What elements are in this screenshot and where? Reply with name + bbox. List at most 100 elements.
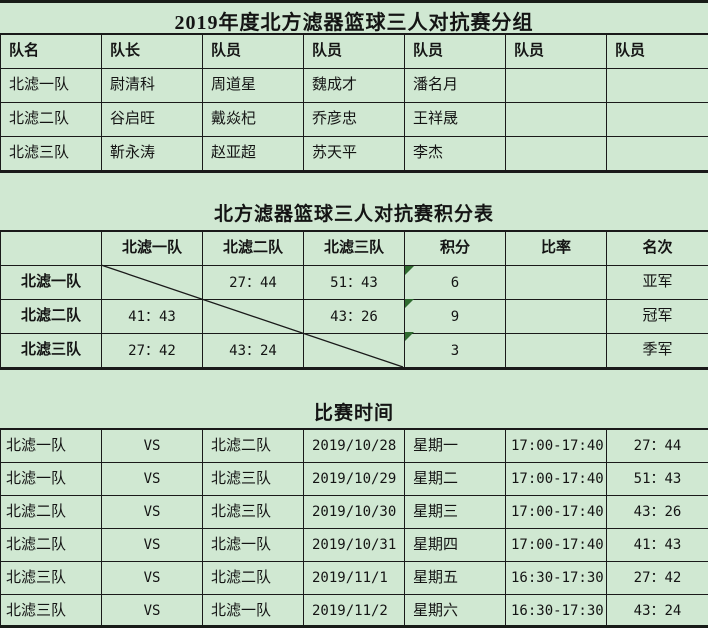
schedule-row: 北滤二队 VS 北滤一队 2019/10/31 星期四 17:00-17:40 … xyxy=(0,528,708,562)
points-title: 北方滤器篮球三人对抗赛积分表 xyxy=(213,204,494,225)
schedule-row: 北滤三队 VS 北滤二队 2019/11/1 星期五 16:30-17:30 2… xyxy=(0,561,708,595)
home-team-cell: 北滤三队 xyxy=(0,561,102,595)
ratio-cell xyxy=(505,299,607,334)
result-cell: 43：26 xyxy=(606,495,708,529)
team-label-cell: 北滤二队 xyxy=(0,299,102,334)
schedule-row: 北滤三队 VS 北滤一队 2019/11/2 星期六 16:30-17:30 4… xyxy=(0,594,708,628)
player-cell xyxy=(505,136,607,172)
captain-cell: 谷启旺 xyxy=(101,102,203,137)
home-team-cell: 北滤一队 xyxy=(0,428,102,463)
away-team-cell: 北滤三队 xyxy=(202,495,304,529)
vs-cell: VS xyxy=(101,495,203,529)
away-team-cell: 北滤一队 xyxy=(202,528,304,562)
time-cell: 17:00-17:40 xyxy=(505,495,607,529)
player-cell: 李杰 xyxy=(404,136,506,172)
points-row: 北滤一队 27：44 51：43 6 亚军 xyxy=(0,265,708,300)
captain-cell: 尉清科 xyxy=(101,68,203,103)
player-cell: 苏天平 xyxy=(303,136,405,172)
date-cell: 2019/10/28 xyxy=(303,428,405,463)
home-team-cell: 北滤二队 xyxy=(0,528,102,562)
player-cell xyxy=(505,102,607,137)
score-cell xyxy=(303,333,405,369)
result-cell: 51：43 xyxy=(606,462,708,496)
player-cell: 乔彦忠 xyxy=(303,102,405,137)
player-cell xyxy=(505,68,607,103)
time-cell: 16:30-17:30 xyxy=(505,561,607,595)
grouping-row: 北滤一队 尉清科 周道星 魏成才 潘名月 xyxy=(0,68,708,103)
player-cell: 戴焱杞 xyxy=(202,102,304,137)
grouping-header-cell: 队员 xyxy=(505,33,607,69)
result-cell: 27：44 xyxy=(606,428,708,463)
away-team-cell: 北滤一队 xyxy=(202,594,304,628)
score-cell: 51：43 xyxy=(303,265,405,300)
score-cell xyxy=(202,299,304,334)
points-table: 北滤一队 北滤二队 北滤三队 积分 比率 名次 北滤一队 27：44 51：43… xyxy=(0,230,708,370)
player-cell xyxy=(606,68,708,103)
rank-cell: 亚军 xyxy=(606,265,708,300)
vs-cell: VS xyxy=(101,462,203,496)
away-team-cell: 北滤三队 xyxy=(202,462,304,496)
grouping-header-cell: 队员 xyxy=(202,33,304,69)
points-cell: 9 xyxy=(404,299,506,334)
points-header-cell: 比率 xyxy=(505,230,607,266)
top-edge-strip xyxy=(0,0,708,3)
home-team-cell: 北滤一队 xyxy=(0,462,102,496)
grouping-header-cell: 队员 xyxy=(303,33,405,69)
team-label-cell: 北滤一队 xyxy=(0,265,102,300)
grouping-table: 队名 队长 队员 队员 队员 队员 队员 北滤一队 尉清科 周道星 魏成才 潘名… xyxy=(0,33,708,173)
points-cell: 6 xyxy=(404,265,506,300)
ratio-cell xyxy=(505,265,607,300)
date-cell: 2019/11/2 xyxy=(303,594,405,628)
grouping-header-cell: 队名 xyxy=(0,33,102,69)
schedule-row: 北滤一队 VS 北滤二队 2019/10/28 星期一 17:00-17:40 … xyxy=(0,428,708,463)
grouping-row: 北滤三队 靳永涛 赵亚超 苏天平 李杰 xyxy=(0,136,708,172)
team-name-cell: 北滤二队 xyxy=(0,102,102,137)
time-cell: 16:30-17:30 xyxy=(505,594,607,628)
rank-cell: 季军 xyxy=(606,333,708,369)
grouping-header-cell: 队员 xyxy=(404,33,506,69)
ratio-cell xyxy=(505,333,607,369)
date-cell: 2019/10/30 xyxy=(303,495,405,529)
schedule-table: 北滤一队 VS 北滤二队 2019/10/28 星期一 17:00-17:40 … xyxy=(0,428,708,628)
points-row: 北滤三队 27：42 43：24 3 季军 xyxy=(0,333,708,369)
score-cell: 27：42 xyxy=(101,333,203,369)
bottom-edge-strip xyxy=(0,625,708,628)
points-row: 北滤二队 41：43 43：26 9 冠军 xyxy=(0,299,708,334)
vs-cell: VS xyxy=(101,561,203,595)
rank-cell: 冠军 xyxy=(606,299,708,334)
points-header-cell: 北滤二队 xyxy=(202,230,304,266)
score-cell: 43：26 xyxy=(303,299,405,334)
home-team-cell: 北滤二队 xyxy=(0,495,102,529)
score-cell xyxy=(101,265,203,300)
weekday-cell: 星期一 xyxy=(404,428,506,463)
weekday-cell: 星期三 xyxy=(404,495,506,529)
result-cell: 27：42 xyxy=(606,561,708,595)
points-header-cell: 积分 xyxy=(404,230,506,266)
result-cell: 43：24 xyxy=(606,594,708,628)
score-cell: 41：43 xyxy=(101,299,203,334)
player-cell xyxy=(606,136,708,172)
date-cell: 2019/10/31 xyxy=(303,528,405,562)
team-label-cell: 北滤三队 xyxy=(0,333,102,369)
time-cell: 17:00-17:40 xyxy=(505,528,607,562)
result-cell: 41：43 xyxy=(606,528,708,562)
time-cell: 17:00-17:40 xyxy=(505,428,607,463)
home-team-cell: 北滤三队 xyxy=(0,594,102,628)
grouping-header-cell: 队长 xyxy=(101,33,203,69)
grouping-title: 2019年度北方滤器篮球三人对抗赛分组 xyxy=(174,12,534,34)
vs-cell: VS xyxy=(101,528,203,562)
player-cell: 魏成才 xyxy=(303,68,405,103)
points-header-row: 北滤一队 北滤二队 北滤三队 积分 比率 名次 xyxy=(0,230,708,266)
player-cell: 赵亚超 xyxy=(202,136,304,172)
player-cell xyxy=(606,102,708,137)
weekday-cell: 星期四 xyxy=(404,528,506,562)
team-name-cell: 北滤一队 xyxy=(0,68,102,103)
schedule-row: 北滤一队 VS 北滤三队 2019/10/29 星期二 17:00-17:40 … xyxy=(0,462,708,496)
grouping-header-row: 队名 队长 队员 队员 队员 队员 队员 xyxy=(0,33,708,69)
score-cell: 27：44 xyxy=(202,265,304,300)
points-cell: 3 xyxy=(404,333,506,369)
schedule-row: 北滤二队 VS 北滤三队 2019/10/30 星期三 17:00-17:40 … xyxy=(0,495,708,529)
away-team-cell: 北滤二队 xyxy=(202,561,304,595)
captain-cell: 靳永涛 xyxy=(101,136,203,172)
away-team-cell: 北滤二队 xyxy=(202,428,304,463)
